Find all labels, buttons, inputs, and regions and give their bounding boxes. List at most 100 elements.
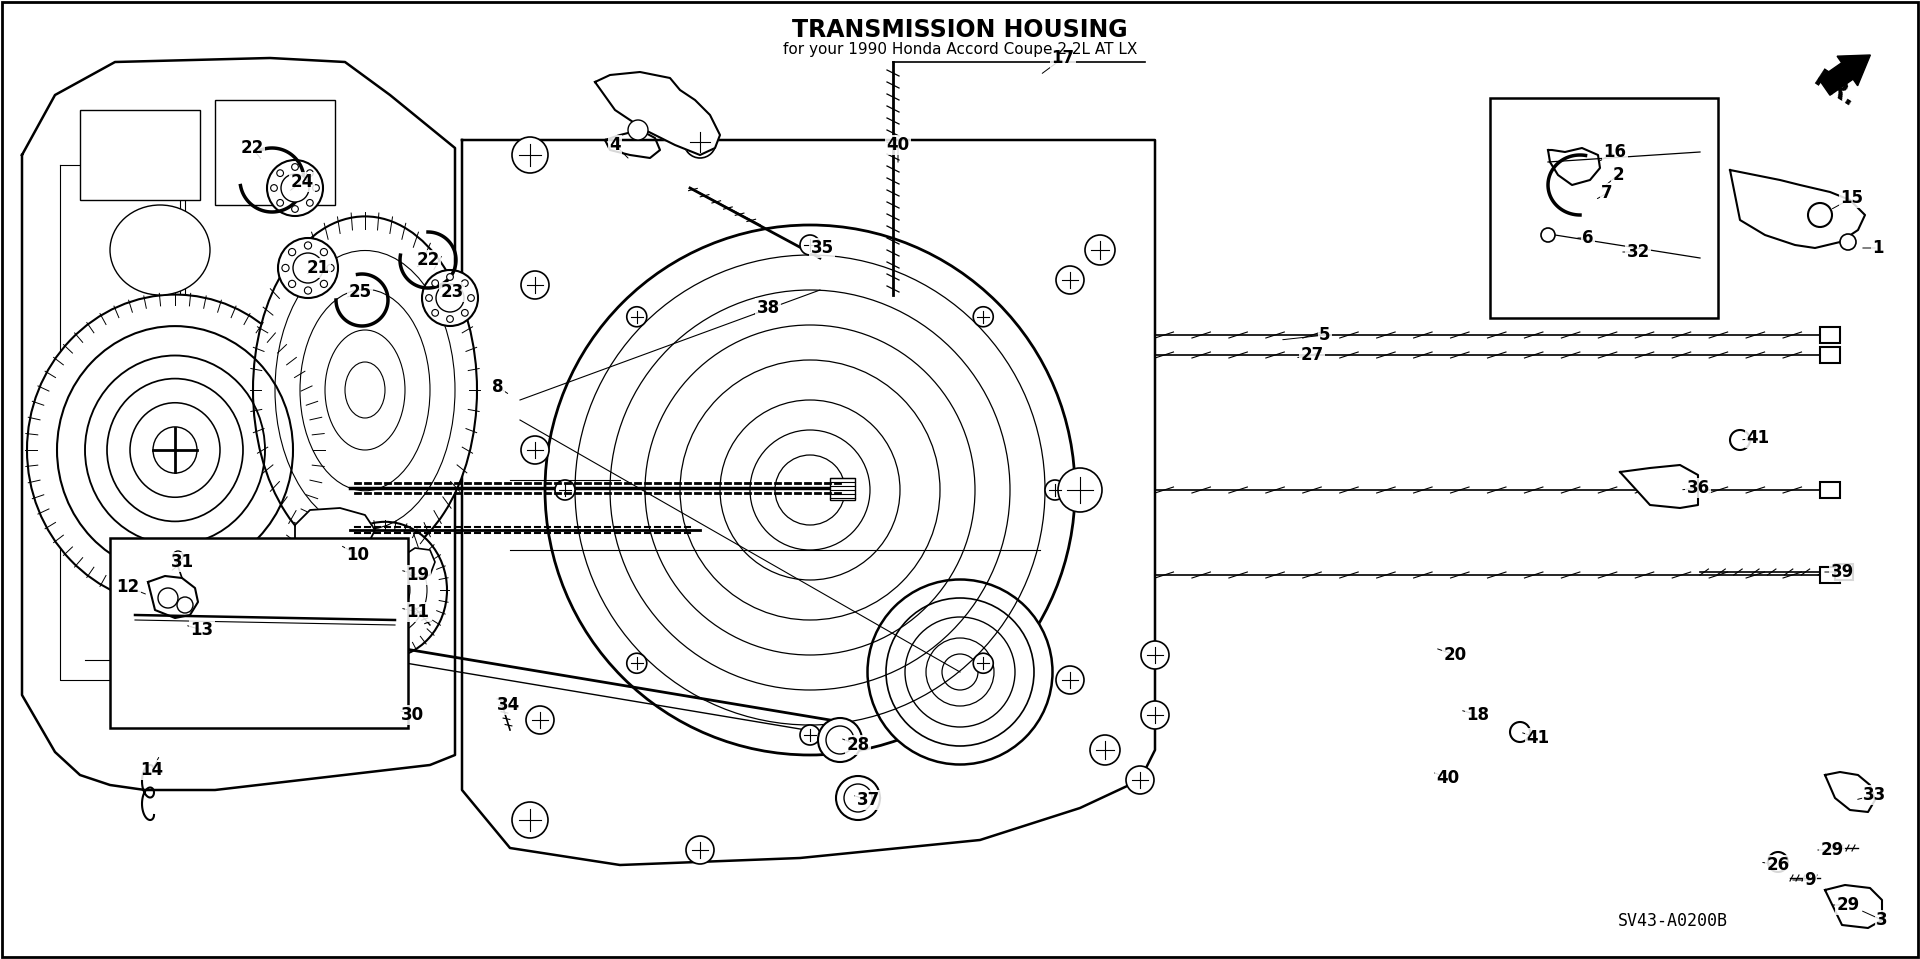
Text: 23: 23 bbox=[440, 283, 463, 301]
Ellipse shape bbox=[278, 238, 338, 298]
Ellipse shape bbox=[436, 284, 465, 312]
Text: 31: 31 bbox=[171, 553, 194, 571]
Circle shape bbox=[1058, 468, 1102, 512]
Polygon shape bbox=[21, 58, 455, 790]
Circle shape bbox=[292, 164, 298, 171]
Polygon shape bbox=[1826, 885, 1882, 928]
Polygon shape bbox=[1826, 772, 1876, 812]
Text: 35: 35 bbox=[810, 239, 833, 257]
Circle shape bbox=[432, 310, 438, 316]
Circle shape bbox=[973, 307, 993, 327]
Circle shape bbox=[684, 126, 716, 158]
Bar bbox=[215, 100, 334, 205]
Circle shape bbox=[520, 436, 549, 464]
Circle shape bbox=[461, 310, 468, 316]
Text: 5: 5 bbox=[1319, 326, 1331, 344]
Text: 34: 34 bbox=[497, 696, 520, 714]
Bar bbox=[109, 538, 407, 728]
Circle shape bbox=[1730, 430, 1749, 450]
Circle shape bbox=[305, 242, 311, 249]
Bar bbox=[81, 110, 200, 200]
Text: 28: 28 bbox=[847, 736, 870, 754]
Text: 21: 21 bbox=[307, 259, 330, 277]
Text: 1: 1 bbox=[1872, 239, 1884, 257]
Circle shape bbox=[276, 199, 284, 206]
Text: FR.: FR. bbox=[1809, 67, 1860, 112]
Circle shape bbox=[468, 294, 474, 301]
Circle shape bbox=[801, 235, 820, 255]
Circle shape bbox=[973, 653, 993, 673]
Circle shape bbox=[555, 480, 574, 500]
Polygon shape bbox=[399, 548, 436, 578]
Text: 7: 7 bbox=[1601, 184, 1613, 202]
Text: 11: 11 bbox=[407, 603, 430, 621]
Text: 38: 38 bbox=[756, 299, 780, 317]
Bar bbox=[829, 478, 854, 500]
Polygon shape bbox=[148, 576, 198, 618]
Polygon shape bbox=[1620, 465, 1697, 508]
Text: 37: 37 bbox=[856, 791, 879, 809]
Text: 13: 13 bbox=[190, 621, 213, 639]
Ellipse shape bbox=[280, 174, 309, 202]
Text: 24: 24 bbox=[290, 173, 313, 191]
Circle shape bbox=[1125, 766, 1154, 794]
Circle shape bbox=[305, 287, 311, 294]
Text: 15: 15 bbox=[1841, 189, 1864, 207]
Circle shape bbox=[818, 718, 862, 762]
Ellipse shape bbox=[545, 225, 1075, 755]
Circle shape bbox=[1809, 203, 1832, 227]
Circle shape bbox=[426, 294, 432, 301]
Text: 12: 12 bbox=[117, 578, 140, 596]
Text: 2: 2 bbox=[1613, 166, 1624, 184]
Circle shape bbox=[685, 836, 714, 864]
Text: 10: 10 bbox=[346, 546, 369, 564]
Circle shape bbox=[288, 248, 296, 256]
Text: 4: 4 bbox=[609, 136, 620, 154]
Ellipse shape bbox=[267, 160, 323, 216]
Circle shape bbox=[307, 199, 313, 206]
Circle shape bbox=[173, 551, 182, 561]
Polygon shape bbox=[463, 140, 1156, 865]
Ellipse shape bbox=[253, 217, 476, 564]
Circle shape bbox=[513, 802, 547, 838]
Bar bbox=[1490, 98, 1718, 318]
Text: 26: 26 bbox=[1766, 856, 1789, 874]
Ellipse shape bbox=[868, 579, 1052, 764]
Bar bbox=[1820, 327, 1839, 343]
Circle shape bbox=[447, 316, 453, 322]
Circle shape bbox=[1509, 722, 1530, 742]
Circle shape bbox=[321, 248, 328, 256]
Text: 33: 33 bbox=[1864, 786, 1887, 804]
Circle shape bbox=[1140, 701, 1169, 729]
Text: TRANSMISSION HOUSING: TRANSMISSION HOUSING bbox=[793, 18, 1127, 42]
Text: SV43-A0200B: SV43-A0200B bbox=[1619, 912, 1728, 930]
Circle shape bbox=[626, 653, 647, 673]
Circle shape bbox=[520, 271, 549, 299]
Circle shape bbox=[313, 185, 319, 192]
Circle shape bbox=[1085, 235, 1116, 265]
Text: 27: 27 bbox=[1300, 346, 1323, 364]
Circle shape bbox=[271, 185, 276, 192]
Circle shape bbox=[461, 280, 468, 287]
Bar bbox=[1836, 564, 1853, 580]
Circle shape bbox=[432, 280, 438, 287]
Circle shape bbox=[276, 170, 284, 176]
Text: 25: 25 bbox=[348, 283, 372, 301]
Bar bbox=[1820, 482, 1839, 498]
Circle shape bbox=[628, 120, 649, 140]
Ellipse shape bbox=[27, 294, 323, 605]
Circle shape bbox=[1768, 852, 1788, 872]
Circle shape bbox=[288, 280, 296, 288]
Circle shape bbox=[321, 280, 328, 288]
Circle shape bbox=[157, 588, 179, 608]
Polygon shape bbox=[1730, 170, 1864, 248]
Text: 22: 22 bbox=[417, 251, 440, 269]
Text: 17: 17 bbox=[1052, 49, 1075, 67]
Ellipse shape bbox=[422, 270, 478, 326]
Circle shape bbox=[1056, 666, 1085, 694]
Circle shape bbox=[447, 273, 453, 280]
Text: 3: 3 bbox=[1876, 911, 1887, 929]
Circle shape bbox=[1140, 641, 1169, 669]
Text: 18: 18 bbox=[1467, 706, 1490, 724]
Text: 19: 19 bbox=[407, 566, 430, 584]
